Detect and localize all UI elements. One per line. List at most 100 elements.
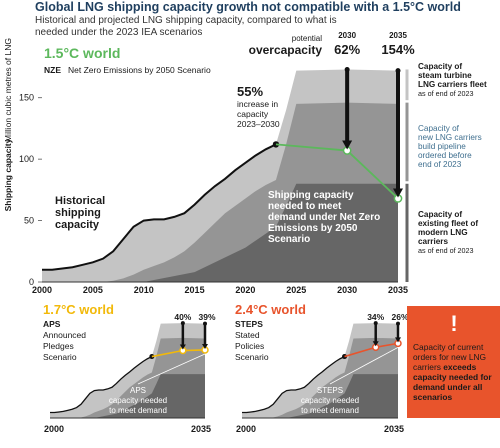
legend-steam-label: steam turbine: [418, 71, 472, 80]
overcapacity-arrowhead: [393, 188, 403, 198]
needed-capacity-note: Shipping capacity: [268, 190, 354, 201]
overcapacity-label: overcapacity: [249, 43, 323, 57]
x-tick-label: 2020: [235, 285, 255, 295]
increase-note: increase in: [237, 99, 278, 109]
overcapacity-arrow-top: [344, 66, 350, 72]
year-label: 2035: [389, 31, 407, 40]
exclamation-icon: !: [450, 311, 458, 336]
needed-capacity-note: to meet demand: [109, 406, 167, 415]
historical-capacity-line: [50, 355, 153, 414]
historical-label: Historical: [55, 195, 105, 207]
x-tick-label: 2035: [384, 424, 404, 434]
scenario-code: NZE: [44, 65, 61, 75]
warning-text-regular: Capacity of current orders for new LNG c…: [413, 342, 487, 372]
scenario-name: Scenario: [43, 352, 77, 362]
scenario-code: STEPS: [235, 319, 263, 329]
area-modern-fleet: [242, 374, 398, 418]
area-modern-fleet: [50, 374, 205, 418]
needed-capacity-note: to meet demand: [301, 406, 359, 415]
legend-steam-label: Capacity of: [418, 62, 462, 71]
needed-capacity-note: capacity needed: [301, 396, 359, 405]
needed-capacity-note: needed to meet: [268, 201, 342, 212]
y-tick-label: 0: [29, 277, 34, 287]
overcapacity-pct-2030: 62%: [334, 42, 360, 57]
historical-capacity-line: [242, 355, 345, 414]
overcapacity-pct: 39%: [198, 312, 215, 322]
x-tick-label: 2035: [191, 424, 211, 434]
legend-pipeline-label: end of 2023: [418, 160, 462, 169]
overcapacity-arrow-top: [395, 68, 401, 74]
x-tick-label: 2010: [134, 285, 154, 295]
overcapacity-pct: 34%: [367, 312, 384, 322]
y-axis-label-bold: Shipping capacity: [3, 138, 13, 211]
needed-capacity-note: demand under Net Zero: [268, 212, 380, 223]
needed-capacity-note: capacity needed: [109, 396, 167, 405]
overcapacity-arrowhead: [372, 341, 379, 347]
scenario-name: Policies: [235, 341, 264, 351]
legend-pipeline-label: build pipeline: [418, 142, 466, 151]
legend-steam-sub: as of end of 2023: [418, 89, 474, 98]
scenario-name: Pledges: [43, 341, 74, 351]
overcapacity-arrow-top: [203, 321, 207, 326]
overcapacity-arrowhead: [179, 344, 186, 350]
x-tick-label: 2025: [286, 285, 306, 295]
needed-capacity-note: APS: [130, 386, 146, 395]
overcapacity-arrowhead: [395, 337, 401, 343]
needed-capacity-note: Emissions by 2050: [268, 223, 358, 234]
chart-title: Global LNG shipping capacity growth not …: [35, 0, 461, 14]
world-label: 2.4°C world: [235, 302, 306, 317]
x-tick-label: 2015: [185, 285, 205, 295]
increase-pct: 55%: [237, 84, 263, 99]
needed-capacity-note: Scenario: [268, 234, 310, 245]
legend-modern-label: existing fleet of: [418, 219, 478, 228]
overcapacity-pct: 26%: [391, 312, 408, 322]
scenario-code: APS: [43, 319, 61, 329]
year-label: 2030: [338, 31, 356, 40]
warning-text: Capacity of current orders for new LNG c…: [413, 342, 499, 402]
y-tick-label: 50: [24, 216, 34, 226]
overcapacity-pct-2035: 154%: [381, 42, 415, 57]
note-leader-line: [329, 347, 399, 385]
x-tick-label: 2000: [236, 424, 256, 434]
legend-modern-sub: as of end of 2023: [418, 246, 474, 255]
legend-modern-label: modern LNG: [418, 228, 468, 237]
historical-capacity-line: [42, 143, 277, 271]
area-modern-fleet: [42, 183, 398, 282]
overcapacity-arrowhead: [202, 343, 208, 349]
x-tick-label: 2000: [32, 285, 52, 295]
legend-modern-label: Capacity of: [418, 210, 462, 219]
world-label: 1.5°C world: [44, 45, 120, 61]
note-leader-line: [137, 353, 206, 385]
world-label: 1.7°C world: [43, 302, 114, 317]
x-tick-label: 2030: [337, 285, 357, 295]
increase-note: capacity: [237, 109, 269, 119]
x-tick-label: 2005: [83, 285, 103, 295]
warning-text-bold: exceeds capacity needed for demand under…: [413, 362, 492, 402]
legend-steam-label: LNG carriers fleet: [418, 80, 487, 89]
scenario-name: Scenario: [235, 352, 269, 362]
legend-pipeline-label: new LNG carriers: [418, 133, 482, 142]
scenario-name: Announced: [43, 330, 86, 340]
legend-pipeline-label: Capacity of: [418, 124, 460, 133]
increase-note: 2023–2030: [237, 119, 280, 129]
y-tick-label: 100: [19, 154, 34, 164]
overcapacity-arrow-top: [396, 321, 400, 326]
overcapacity-arrow-top: [180, 321, 185, 326]
y-tick-label: 150: [19, 93, 34, 103]
chart-subtitle: Historical and projected LNG shipping ca…: [35, 15, 337, 38]
historical-label: capacity: [55, 219, 100, 231]
overcapacity-pct: 40%: [174, 312, 191, 322]
needed-capacity-note: STEPS: [317, 386, 343, 395]
warning-box: [407, 306, 500, 418]
x-tick-label: 2035: [388, 285, 408, 295]
y-axis-label: Million cubic metres of LNG: [3, 38, 13, 142]
overcapacity-arrowhead: [342, 140, 353, 150]
legend-modern-label: carriers: [418, 237, 448, 246]
overcapacity-arrow-top: [373, 321, 378, 326]
scenario-name: Net Zero Emissions by 2050 Scenario: [68, 65, 211, 75]
legend-pipeline-label: ordered before: [418, 151, 472, 160]
historical-label: shipping: [55, 207, 101, 219]
scenario-name: Stated: [235, 330, 260, 340]
potential-label: potential: [292, 34, 322, 43]
